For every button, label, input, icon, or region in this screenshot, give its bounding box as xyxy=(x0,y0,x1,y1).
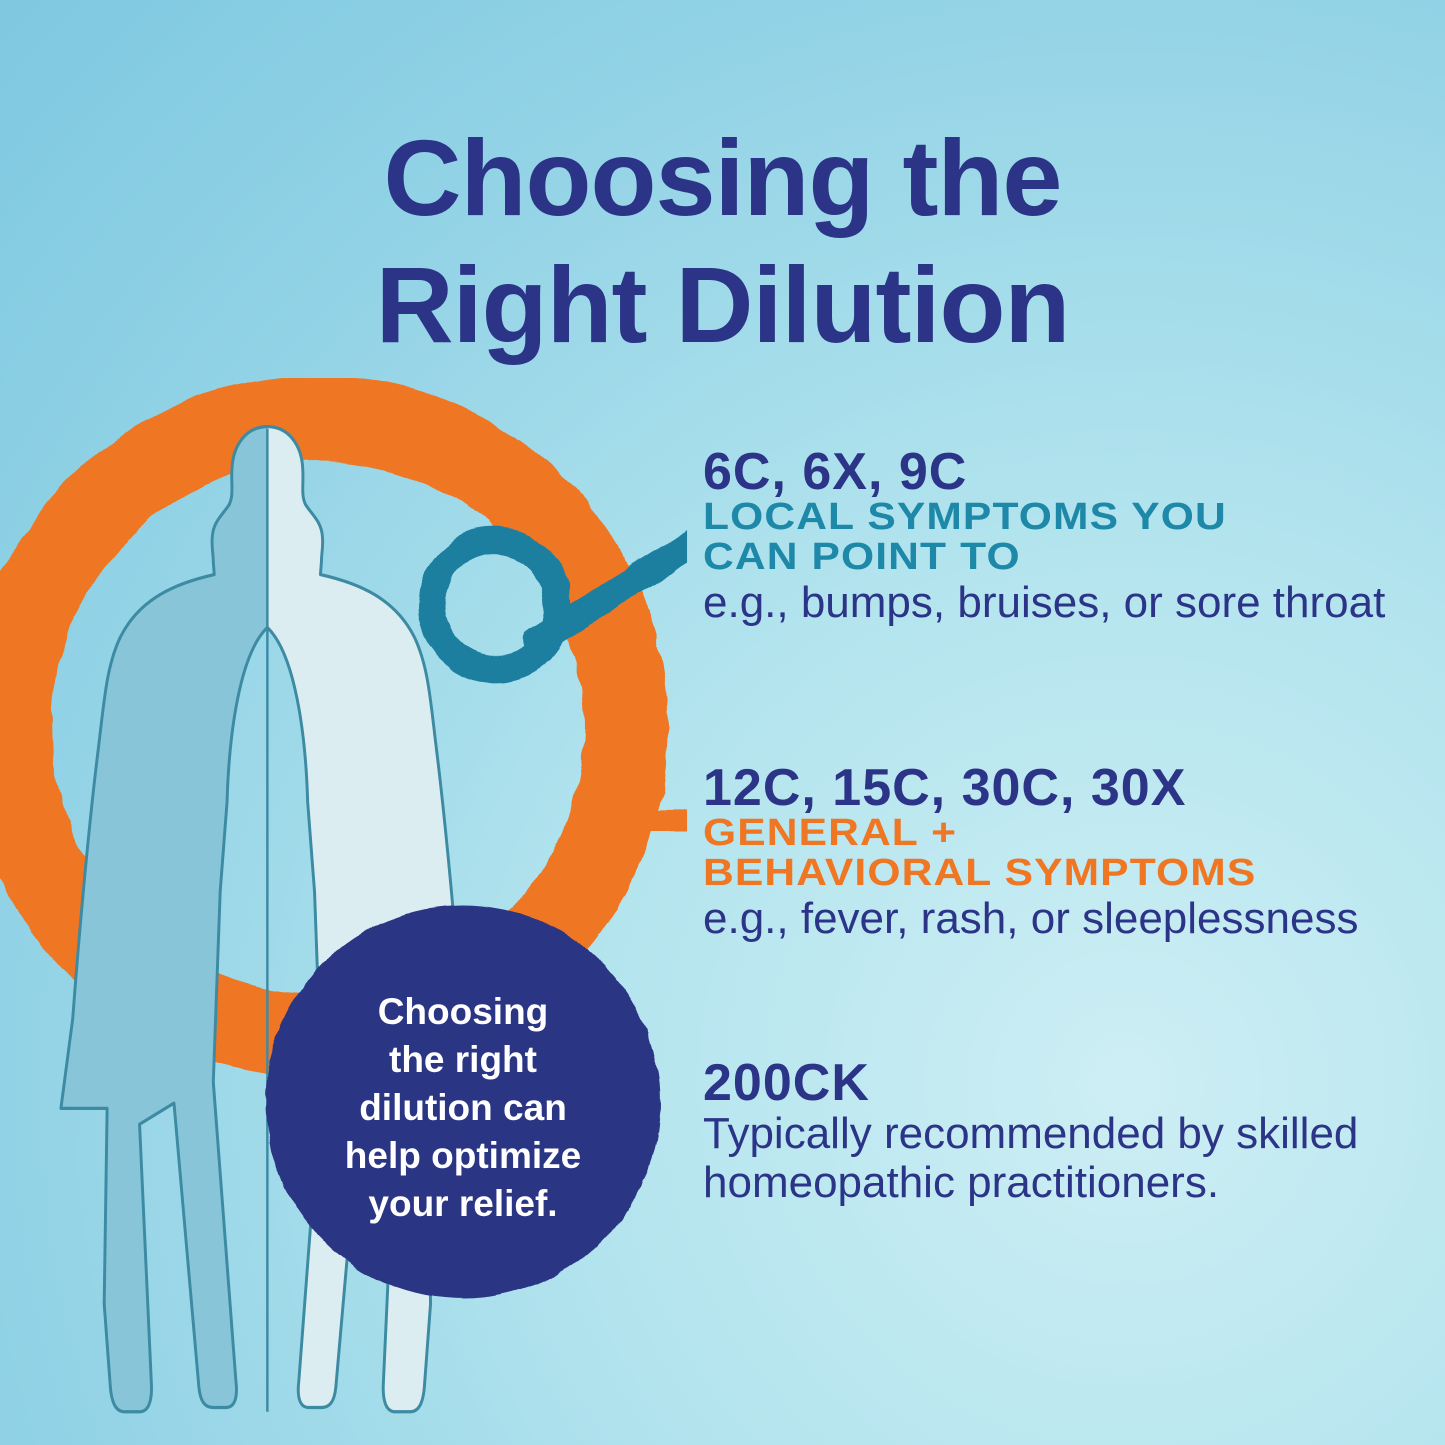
svg-text:dilution can: dilution can xyxy=(359,1087,567,1128)
svg-text:Choosing: Choosing xyxy=(378,991,549,1032)
svg-text:your relief.: your relief. xyxy=(368,1183,557,1224)
svg-text:the right: the right xyxy=(389,1039,537,1080)
svg-text:help optimize: help optimize xyxy=(345,1135,581,1176)
